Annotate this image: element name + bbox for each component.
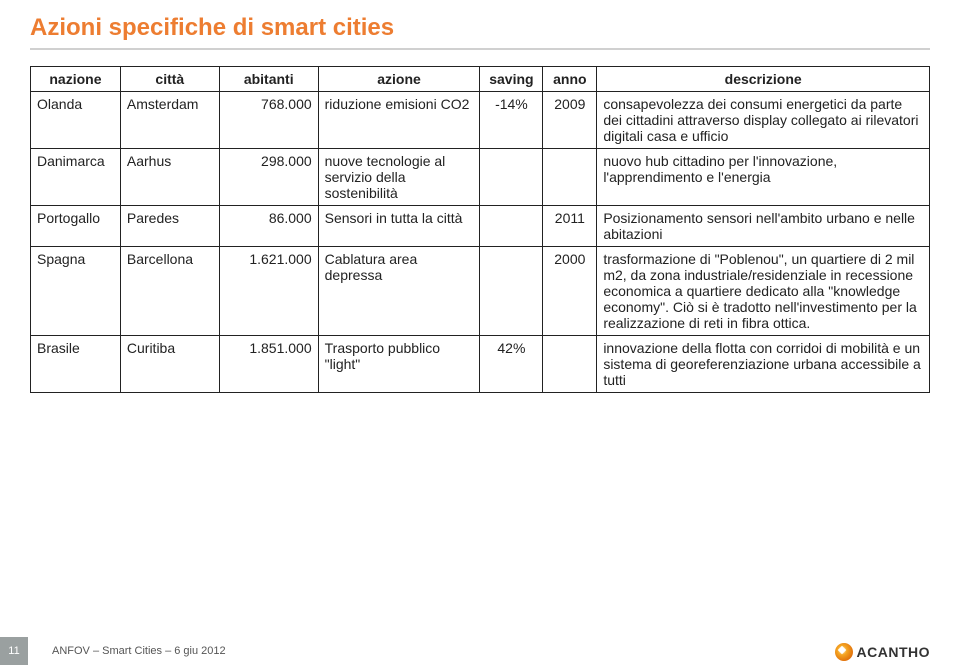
cell-azione: nuove tecnologie al servizio della soste… <box>318 149 480 206</box>
cell-abitanti: 1.851.000 <box>219 336 318 393</box>
cell-abitanti: 1.621.000 <box>219 247 318 336</box>
cell-azione: Sensori in tutta la città <box>318 206 480 247</box>
footer: 11 ANFOV – Smart Cities – 6 giu 2012 <box>0 637 960 665</box>
table-row: Olanda Amsterdam 768.000 riduzione emisi… <box>31 92 930 149</box>
col-anno: anno <box>543 67 597 92</box>
cell-abitanti: 86.000 <box>219 206 318 247</box>
logo: ACANTHO <box>835 643 931 661</box>
cell-nazione: Olanda <box>31 92 121 149</box>
page-number: 11 <box>0 637 28 665</box>
cell-citta: Amsterdam <box>120 92 219 149</box>
table-row: Spagna Barcellona 1.621.000 Cablatura ar… <box>31 247 930 336</box>
cell-anno: 2000 <box>543 247 597 336</box>
cell-anno: 2009 <box>543 92 597 149</box>
cell-azione: Cablatura area depressa <box>318 247 480 336</box>
cell-anno <box>543 336 597 393</box>
title-underline <box>30 48 930 50</box>
col-saving: saving <box>480 67 543 92</box>
footer-text: ANFOV – Smart Cities – 6 giu 2012 <box>28 645 226 657</box>
cell-citta: Paredes <box>120 206 219 247</box>
table-row: Brasile Curitiba 1.851.000 Trasporto pub… <box>31 336 930 393</box>
cell-descrizione: consapevolezza dei consumi energetici da… <box>597 92 930 149</box>
col-descrizione: descrizione <box>597 67 930 92</box>
cell-citta: Barcellona <box>120 247 219 336</box>
slide-title: Azioni specifiche di smart cities <box>0 0 960 48</box>
cell-citta: Aarhus <box>120 149 219 206</box>
cell-abitanti: 768.000 <box>219 92 318 149</box>
cell-descrizione: trasformazione di "Poblenou", un quartie… <box>597 247 930 336</box>
cell-saving <box>480 206 543 247</box>
table-row: Danimarca Aarhus 298.000 nuove tecnologi… <box>31 149 930 206</box>
cell-saving: 42% <box>480 336 543 393</box>
table-container: nazione città abitanti azione saving ann… <box>30 66 930 393</box>
cell-saving <box>480 149 543 206</box>
cell-azione: Trasporto pubblico "light" <box>318 336 480 393</box>
cell-nazione: Portogallo <box>31 206 121 247</box>
table-header-row: nazione città abitanti azione saving ann… <box>31 67 930 92</box>
table-row: Portogallo Paredes 86.000 Sensori in tut… <box>31 206 930 247</box>
cell-citta: Curitiba <box>120 336 219 393</box>
cell-descrizione: Posizionamento sensori nell'ambito urban… <box>597 206 930 247</box>
col-nazione: nazione <box>31 67 121 92</box>
cell-saving: -14% <box>480 92 543 149</box>
col-citta: città <box>120 67 219 92</box>
cell-nazione: Danimarca <box>31 149 121 206</box>
cell-saving <box>480 247 543 336</box>
cell-descrizione: nuovo hub cittadino per l'innovazione, l… <box>597 149 930 206</box>
col-abitanti: abitanti <box>219 67 318 92</box>
cell-anno: 2011 <box>543 206 597 247</box>
cell-azione: riduzione emisioni CO2 <box>318 92 480 149</box>
cell-abitanti: 298.000 <box>219 149 318 206</box>
col-azione: azione <box>318 67 480 92</box>
cell-nazione: Spagna <box>31 247 121 336</box>
cell-nazione: Brasile <box>31 336 121 393</box>
logo-icon <box>835 643 853 661</box>
logo-text: ACANTHO <box>857 644 931 660</box>
cell-anno <box>543 149 597 206</box>
cell-descrizione: innovazione della flotta con corridoi di… <box>597 336 930 393</box>
smart-cities-table: nazione città abitanti azione saving ann… <box>30 66 930 393</box>
